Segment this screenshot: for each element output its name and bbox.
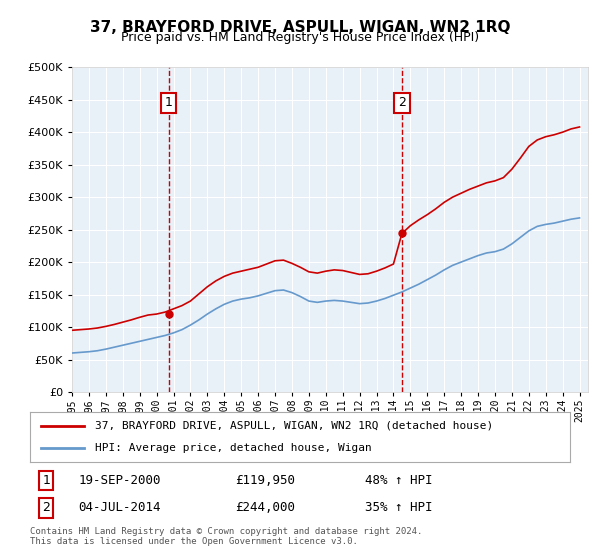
- Text: 37, BRAYFORD DRIVE, ASPULL, WIGAN, WN2 1RQ (detached house): 37, BRAYFORD DRIVE, ASPULL, WIGAN, WN2 1…: [95, 421, 493, 431]
- Text: Contains HM Land Registry data © Crown copyright and database right 2024.
This d: Contains HM Land Registry data © Crown c…: [30, 526, 422, 546]
- Text: 2: 2: [398, 96, 406, 109]
- Text: 2: 2: [42, 501, 50, 515]
- Text: Price paid vs. HM Land Registry's House Price Index (HPI): Price paid vs. HM Land Registry's House …: [121, 31, 479, 44]
- Text: HPI: Average price, detached house, Wigan: HPI: Average price, detached house, Wiga…: [95, 443, 371, 453]
- Text: £119,950: £119,950: [235, 474, 295, 487]
- Text: 04-JUL-2014: 04-JUL-2014: [79, 501, 161, 515]
- Text: 37, BRAYFORD DRIVE, ASPULL, WIGAN, WN2 1RQ: 37, BRAYFORD DRIVE, ASPULL, WIGAN, WN2 1…: [90, 20, 510, 35]
- Text: £244,000: £244,000: [235, 501, 295, 515]
- Text: 1: 1: [42, 474, 50, 487]
- Text: 35% ↑ HPI: 35% ↑ HPI: [365, 501, 432, 515]
- Text: 48% ↑ HPI: 48% ↑ HPI: [365, 474, 432, 487]
- Text: 1: 1: [165, 96, 173, 109]
- Text: 19-SEP-2000: 19-SEP-2000: [79, 474, 161, 487]
